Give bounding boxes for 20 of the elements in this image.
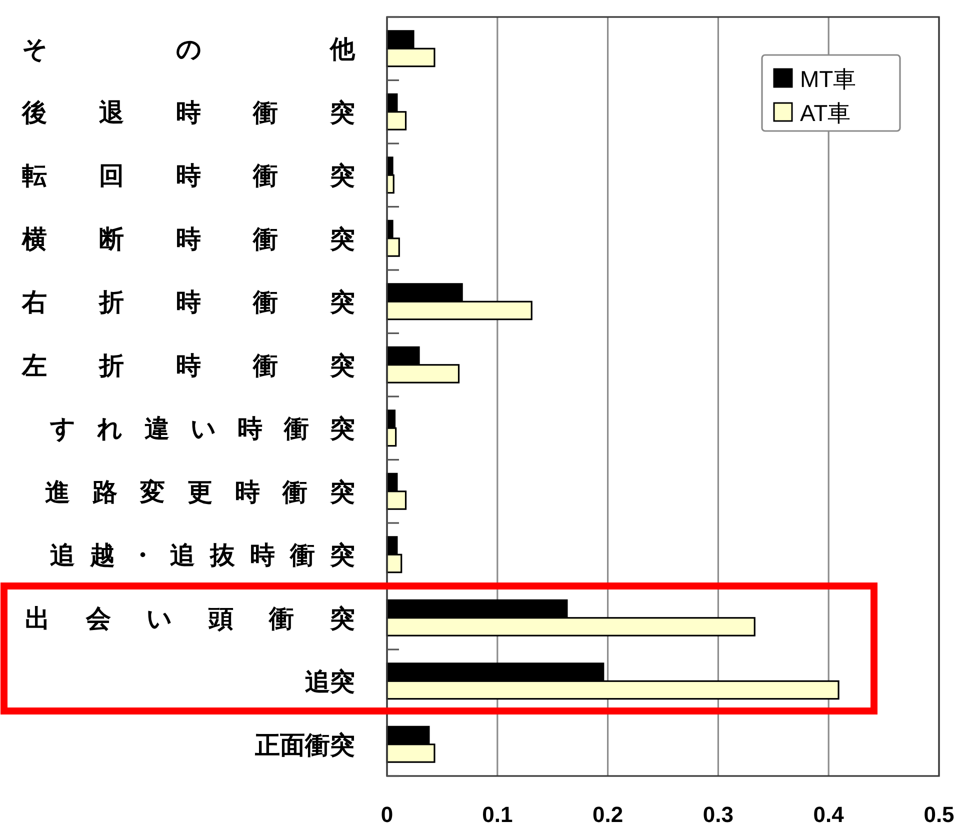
legend-label: AT車 — [800, 100, 851, 126]
y-tick-label: 出会い頭衝突 — [25, 604, 355, 633]
y-tick-label: 進路変更時衝突 — [45, 478, 355, 506]
x-tick-label: 0 — [380, 802, 394, 827]
y-tick-label: 右折時衝突 — [21, 288, 355, 317]
y-tick-label: 追越・追抜時衝突 — [50, 542, 355, 570]
legend-label: MT車 — [800, 66, 856, 92]
y-tick-label: 正面衝突 — [254, 731, 355, 760]
y-tick-label: 左折時衝突 — [21, 352, 355, 380]
x-tick-label: 0.4 — [813, 802, 845, 827]
y-tick-label: 後退時衝突 — [21, 98, 355, 127]
x-tick-label: 0.3 — [702, 802, 734, 827]
y-tick-label: その他 — [22, 36, 356, 64]
y-tick-label: 横断時衝突 — [21, 225, 355, 254]
y-tick-label: 追突 — [305, 668, 355, 696]
y-tick-label: 転回時衝突 — [22, 162, 355, 190]
y-tick-label: すれ違い時衝突 — [49, 415, 355, 444]
x-tick-label: 0.2 — [592, 802, 624, 827]
x-tick-label: 0.1 — [482, 802, 513, 827]
x-tick-label: 0.5 — [924, 802, 954, 827]
